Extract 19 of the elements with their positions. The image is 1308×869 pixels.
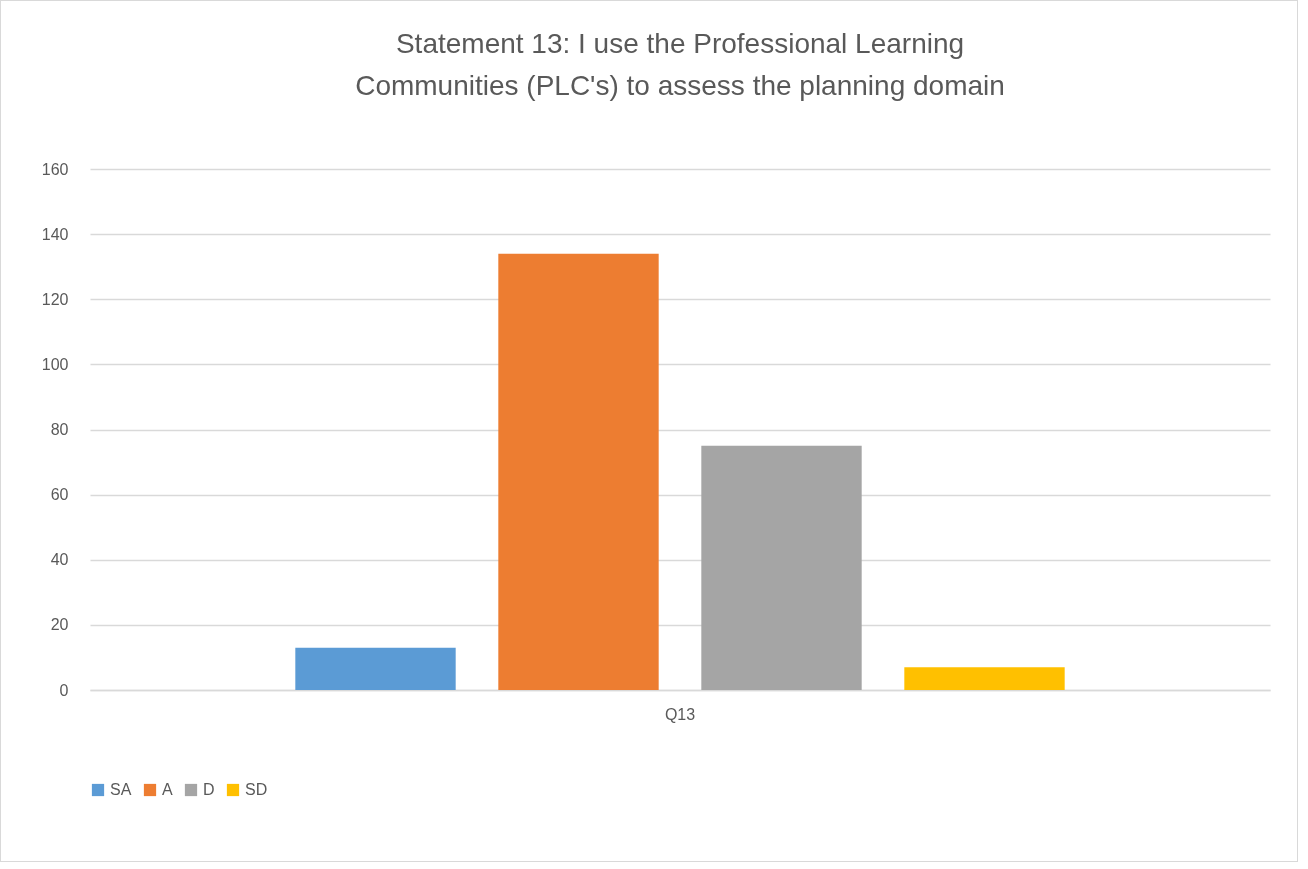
- y-tick-label: 20: [50, 616, 69, 634]
- legend-label: A: [162, 781, 173, 798]
- y-tick-label: 0: [59, 681, 69, 699]
- legend-label: D: [203, 781, 215, 798]
- y-tick-label: 100: [41, 355, 69, 373]
- chart-title: Statement 13: I use the Professional Learning Communities (PLC's) to assess the planning domain: [355, 28, 1005, 101]
- bar: [904, 667, 1065, 690]
- y-tick-label: 80: [50, 421, 69, 438]
- x-tick-label: Q13: [664, 705, 696, 723]
- y-tick-label: 160: [41, 160, 69, 178]
- y-tick-label: 40: [50, 551, 69, 569]
- legend-label: SA: [110, 781, 132, 798]
- y-tick-label: 60: [50, 486, 69, 504]
- legend-label: SD: [245, 781, 268, 798]
- y-tick-label: 140: [41, 225, 69, 243]
- y-tick-label: 120: [41, 290, 69, 308]
- bar: [295, 647, 456, 690]
- bar: [498, 253, 659, 690]
- bar: [701, 445, 862, 690]
